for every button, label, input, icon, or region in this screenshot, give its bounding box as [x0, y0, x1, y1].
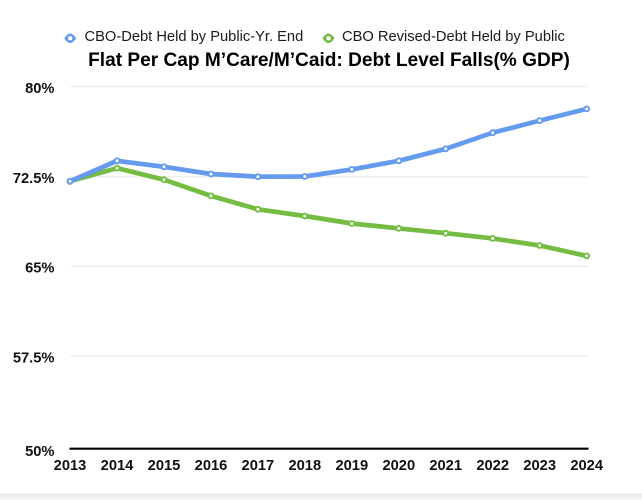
svg-text:CBO Revised-Debt Held by Publi: CBO Revised-Debt Held by Public	[342, 29, 565, 45]
svg-text:2021: 2021	[429, 458, 462, 474]
svg-text:2018: 2018	[288, 458, 321, 474]
svg-text:50%: 50%	[25, 444, 54, 460]
svg-text:2014: 2014	[101, 458, 135, 474]
svg-text:2019: 2019	[335, 458, 368, 474]
svg-text:2024: 2024	[570, 458, 604, 474]
svg-text:Flat Per Cap M’Care/M’Caid: De: Flat Per Cap M’Care/M’Caid: Debt Level F…	[88, 50, 570, 71]
svg-text:2016: 2016	[195, 458, 228, 474]
svg-text:2020: 2020	[382, 458, 415, 474]
svg-text:57.5%: 57.5%	[13, 351, 55, 367]
svg-text:CBO-Debt Held by Public-Yr. En: CBO-Debt Held by Public-Yr. End	[85, 29, 304, 45]
svg-text:80%: 80%	[25, 81, 54, 97]
svg-text:2015: 2015	[148, 458, 181, 474]
svg-text:72.5%: 72.5%	[13, 171, 55, 187]
svg-text:65%: 65%	[25, 261, 54, 277]
svg-text:2017: 2017	[242, 458, 275, 474]
svg-text:2013: 2013	[54, 458, 87, 474]
svg-text:2023: 2023	[523, 458, 556, 474]
svg-text:2022: 2022	[476, 458, 509, 474]
